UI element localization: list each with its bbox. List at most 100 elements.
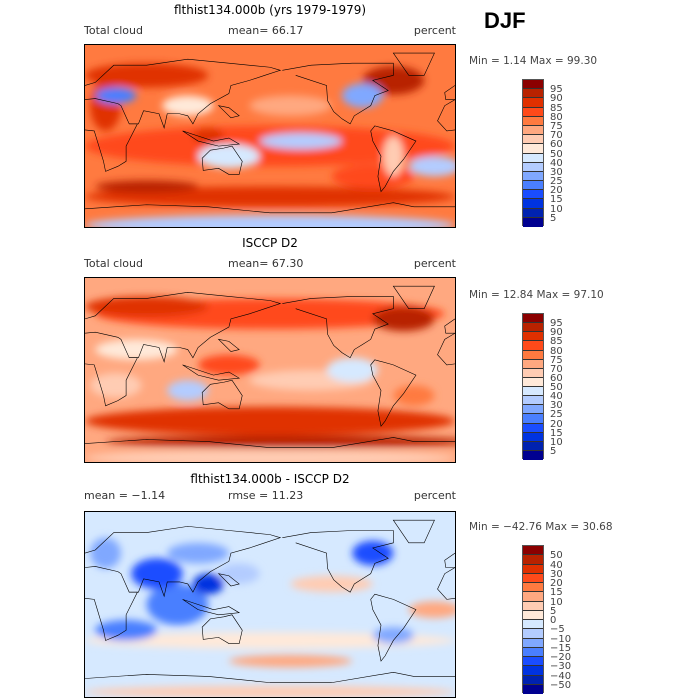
map-field-region	[85, 449, 455, 462]
colorbar-tick-label: 60	[550, 372, 563, 384]
panel-mean-label: rmse = 11.23	[228, 489, 304, 502]
colorbar-box	[523, 208, 543, 218]
coastline	[438, 100, 455, 131]
colorbar-tick-label: 10	[550, 596, 563, 608]
panel-min-max: Min = −42.76 Max = 30.68	[469, 521, 613, 533]
colorbar	[522, 79, 544, 227]
colorbar-box	[523, 610, 543, 620]
map-field-region	[90, 373, 142, 398]
colorbar-box	[523, 323, 543, 333]
colorbar-tick-label: 75	[550, 354, 563, 366]
colorbar-box	[523, 116, 543, 126]
colorbar-tick-label: 70	[550, 363, 563, 375]
panel-units-label: percent	[413, 489, 456, 502]
colorbar-tick-label: 50	[550, 550, 563, 562]
colorbar-tick-label: 95	[550, 84, 563, 96]
coastline	[393, 286, 434, 308]
coastline	[202, 615, 242, 644]
colorbar-box	[523, 546, 543, 556]
map-field-region	[393, 385, 435, 406]
colorbar-box	[523, 162, 543, 172]
coastline	[445, 553, 455, 567]
map-field-region	[85, 296, 209, 317]
coastline	[282, 63, 393, 124]
map-field-region	[408, 601, 455, 618]
colorbar-box	[523, 144, 543, 154]
map-field-region	[162, 95, 214, 116]
map-field-region	[85, 406, 455, 436]
map-field-region	[383, 136, 404, 177]
colorbar-box	[523, 98, 543, 108]
colorbar-tick-label: 20	[550, 578, 563, 589]
colorbar-tick-label: 5	[550, 445, 557, 457]
map-field-region	[362, 66, 425, 95]
colorbar-box	[523, 657, 543, 667]
map-field-region	[85, 685, 455, 697]
colorbar-box	[523, 583, 543, 593]
colorbar-tick-label: 90	[550, 327, 563, 339]
coastline	[282, 531, 393, 593]
colorbar-tick-label: −50	[550, 679, 572, 691]
colorbar-tick-label: 40	[550, 157, 563, 169]
colorbar-box	[523, 620, 543, 630]
colorbar-box	[523, 666, 543, 676]
colorbar-tick-label: 50	[550, 382, 563, 393]
coastline	[85, 99, 137, 172]
season-label: DJF	[484, 8, 526, 33]
map-field-region	[85, 63, 209, 88]
coastline	[85, 566, 137, 640]
map-field-background	[85, 512, 455, 697]
map-panel-2	[84, 277, 456, 463]
colorbar-box	[523, 638, 543, 648]
map-panel-3	[84, 511, 456, 698]
colorbar-tick-label: 20	[550, 185, 563, 197]
colorbar-tick-label: 25	[550, 409, 563, 421]
coastline	[371, 360, 416, 426]
colorbar-box	[523, 564, 543, 574]
coastline	[393, 520, 434, 543]
panel-min-max: Min = 12.84 Max = 97.10	[469, 289, 604, 301]
colorbar-box	[523, 573, 543, 583]
colorbar-box	[523, 181, 543, 191]
colorbar-box	[523, 341, 543, 351]
colorbar-tick-label: −30	[550, 661, 572, 673]
colorbar-tick-label: 40	[550, 391, 563, 403]
coastline	[183, 599, 240, 614]
map-field-region	[105, 435, 455, 448]
coastline	[85, 59, 280, 128]
colorbar-tick-label: 95	[550, 318, 563, 330]
panel-title: ISCCP D2	[242, 236, 298, 250]
colorbar-tick-label: 85	[550, 336, 563, 348]
colorbar-box	[523, 396, 543, 406]
colorbar-box	[523, 107, 543, 117]
map-field-region	[352, 540, 394, 566]
colorbar-tick-label: 5	[550, 212, 557, 224]
map-field-region	[146, 583, 209, 626]
coastline	[85, 203, 455, 213]
coastline	[219, 339, 240, 351]
colorbar-box	[523, 555, 543, 565]
colorbar	[522, 313, 544, 460]
map-field-region	[95, 180, 199, 193]
map-field-region	[341, 83, 384, 108]
panel-units-label: percent	[413, 24, 456, 37]
colorbar-tick-label: 5	[550, 605, 557, 617]
map-field-region	[408, 156, 455, 177]
colorbar-box	[523, 153, 543, 163]
map-field-region	[95, 87, 137, 104]
colorbar-box	[523, 414, 543, 424]
map-field-region	[167, 380, 209, 401]
colorbar-tick-label: −40	[550, 670, 572, 682]
colorbar-box	[523, 217, 543, 227]
coastline	[85, 292, 280, 362]
coastline	[85, 526, 280, 596]
colorbar-box	[523, 135, 543, 145]
colorbar-box	[523, 432, 543, 442]
panel-left-label: Total cloud	[84, 24, 143, 37]
colorbar-box	[523, 592, 543, 602]
colorbar-tick-label: 10	[550, 436, 563, 448]
colorbar-box	[523, 450, 543, 460]
colorbar-tick-label: 0	[550, 615, 557, 626]
coastline	[183, 365, 240, 380]
